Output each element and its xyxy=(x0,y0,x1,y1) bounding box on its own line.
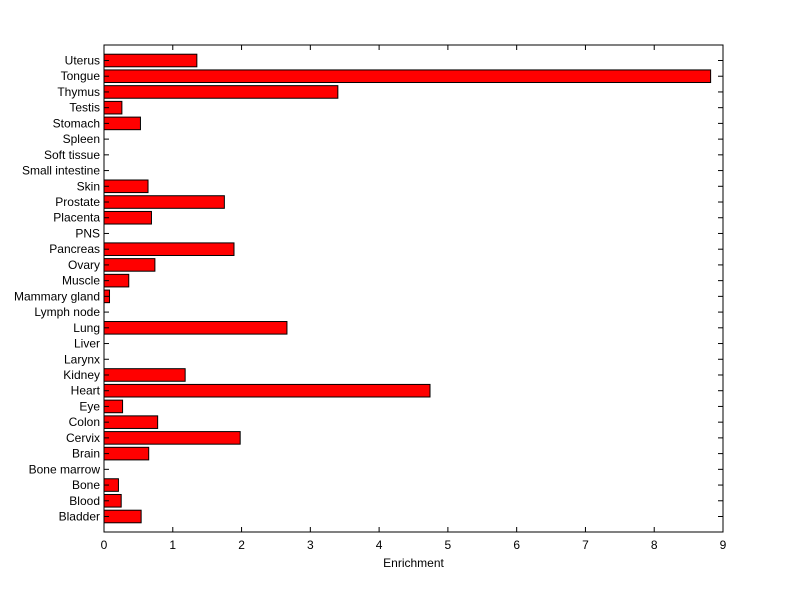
y-tick-label: Testis xyxy=(69,101,100,115)
y-tick-label: Blood xyxy=(69,494,100,508)
bar xyxy=(103,431,241,445)
y-tick-label: Lymph node xyxy=(34,305,100,319)
y-tick-label: PNS xyxy=(75,226,100,240)
y-tick-label: Small intestine xyxy=(22,164,100,178)
bar xyxy=(103,85,339,99)
bar xyxy=(103,321,288,335)
y-tick-label: Skin xyxy=(77,179,100,193)
y-tick-label: Thymus xyxy=(57,85,100,99)
bar xyxy=(103,368,186,382)
bar xyxy=(103,383,431,398)
y-tick-label: Spleen xyxy=(63,132,100,146)
plot-area xyxy=(103,44,724,533)
bar xyxy=(103,415,159,429)
y-tick-label: Placenta xyxy=(53,211,100,225)
x-tick-label: 4 xyxy=(376,538,383,552)
y-tick-label: Uterus xyxy=(65,54,100,68)
x-axis-label: Enrichment xyxy=(383,556,444,570)
y-tick-label: Tongue xyxy=(61,69,101,83)
y-tick-label: Eye xyxy=(79,399,100,413)
y-tick-label: Bone marrow xyxy=(29,462,101,476)
bar xyxy=(103,69,712,84)
y-tick-label: Prostate xyxy=(55,195,100,209)
bar xyxy=(103,446,150,461)
y-tick-label: Muscle xyxy=(62,274,100,288)
bar xyxy=(103,53,198,68)
y-tick-label: Heart xyxy=(71,384,101,398)
x-tick-label: 7 xyxy=(582,538,589,552)
y-tick-label: Bone xyxy=(72,478,100,492)
y-tick-label: Soft tissue xyxy=(44,148,100,162)
x-tick-label: 2 xyxy=(238,538,245,552)
x-tick-label: 1 xyxy=(169,538,176,552)
x-tick-label: 0 xyxy=(101,538,108,552)
x-axis: 0 1 2 3 4 5 6 7 8 9 xyxy=(101,45,727,552)
y-tick-label: Brain xyxy=(72,447,100,461)
y-tick-label: Bladder xyxy=(59,510,100,524)
bar xyxy=(103,179,149,194)
bar xyxy=(103,242,235,256)
y-tick-label: Mammary gland xyxy=(14,289,100,303)
y-tick-label: Cervix xyxy=(66,431,100,445)
y-tick-label: Stomach xyxy=(53,116,100,130)
bar xyxy=(103,210,152,225)
x-tick-label: 5 xyxy=(445,538,452,552)
y-tick-label: Colon xyxy=(69,415,100,429)
bar xyxy=(103,258,156,272)
bar xyxy=(103,116,141,131)
bar xyxy=(103,509,142,524)
bar xyxy=(103,195,225,209)
x-tick-label: 6 xyxy=(513,538,520,552)
x-tick-label: 3 xyxy=(307,538,314,552)
y-tick-label: Lung xyxy=(73,321,100,335)
x-tick-label: 8 xyxy=(651,538,658,552)
y-tick-label: Liver xyxy=(74,337,100,351)
y-tick-label: Larynx xyxy=(64,352,100,366)
x-tick-label: 9 xyxy=(720,538,727,552)
y-tick-label: Pancreas xyxy=(49,242,100,256)
y-tick-label: Kidney xyxy=(63,368,100,382)
y-tick-label: Ovary xyxy=(68,258,100,272)
